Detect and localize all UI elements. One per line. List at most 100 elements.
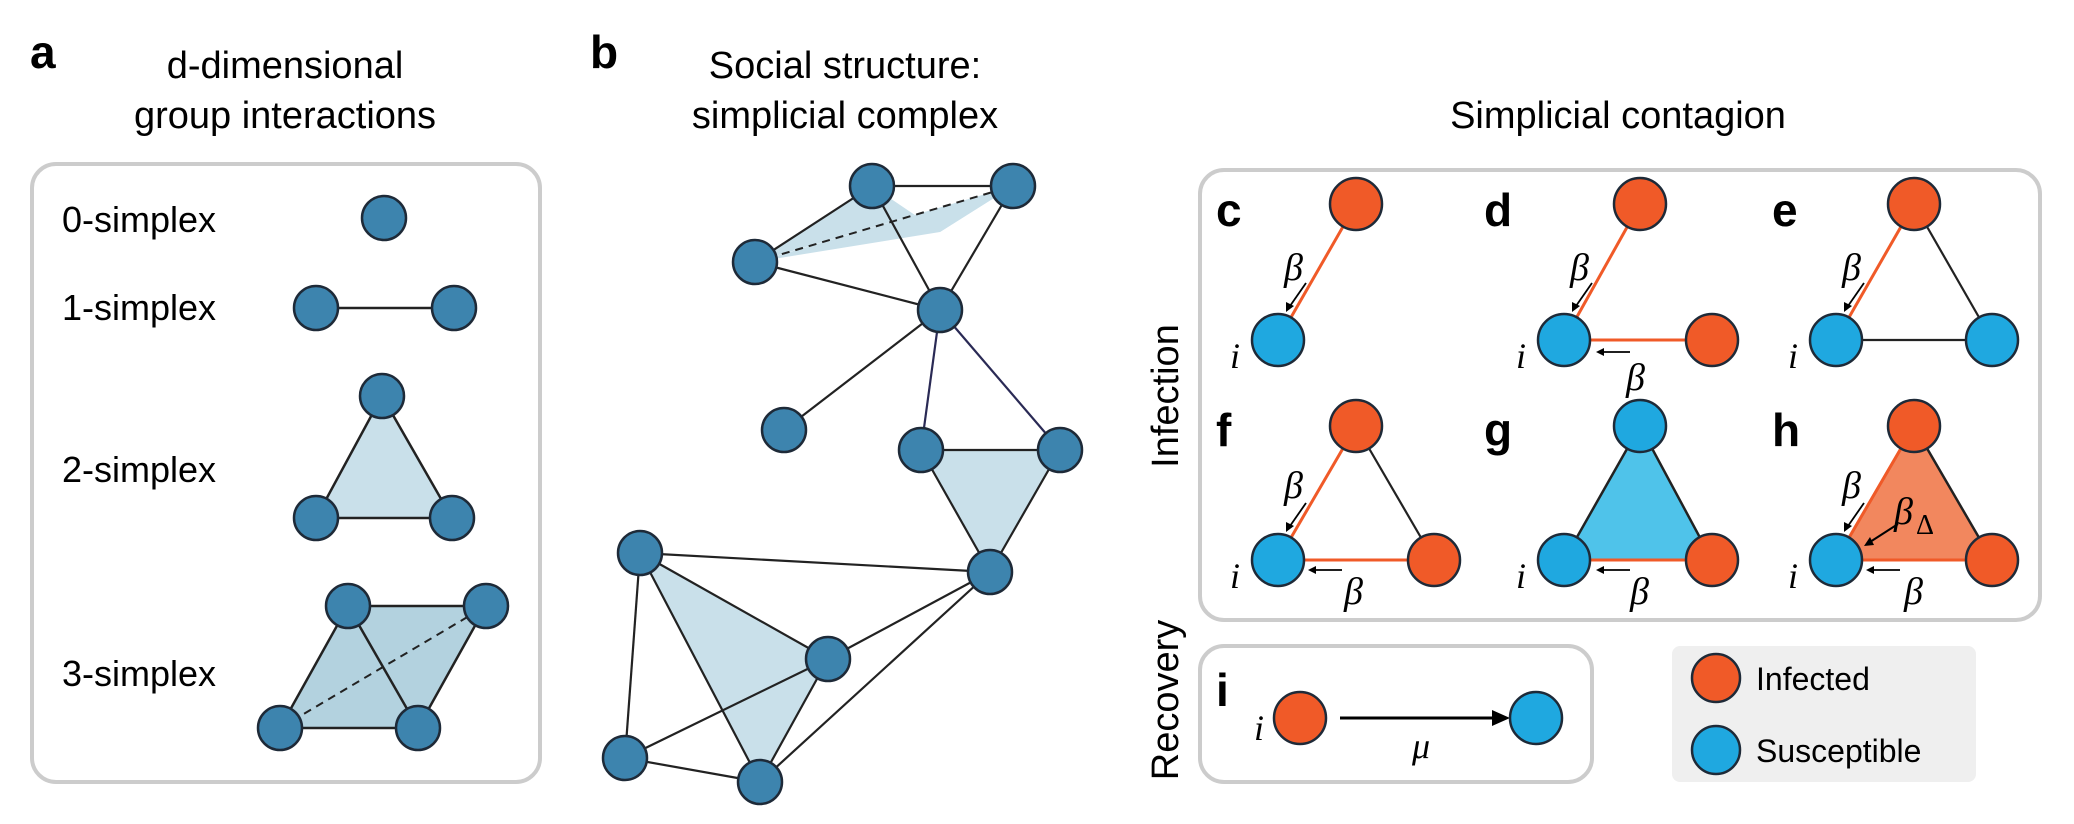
complex-edge xyxy=(624,658,829,759)
simplex0-node xyxy=(360,194,408,242)
diagram-f: β β i xyxy=(1230,398,1462,613)
panel-a-box xyxy=(30,162,542,784)
node-i-label: i xyxy=(1254,708,1264,748)
complex-node xyxy=(966,548,1014,596)
arrow-head xyxy=(1572,302,1580,312)
beta-delta-label: β xyxy=(1893,491,1913,533)
panel-letter-b: b xyxy=(590,26,618,78)
complex-node xyxy=(897,426,945,474)
diagram-c: β i xyxy=(1230,176,1384,376)
simplex3-node xyxy=(256,704,304,752)
complex-node xyxy=(731,238,779,286)
node-i-label: i xyxy=(1230,556,1240,596)
arrow-head xyxy=(1596,566,1604,574)
diagram-d: β β i xyxy=(1516,176,1740,399)
infected-node xyxy=(1964,532,2020,588)
beta-label: β xyxy=(1625,357,1645,399)
simplex2-node xyxy=(428,494,476,542)
legend-infected-swatch xyxy=(1690,652,1742,704)
infected-node xyxy=(1684,532,1740,588)
simplicial-complex-network xyxy=(601,162,1084,806)
infection-box xyxy=(1198,168,2042,622)
complex-edge xyxy=(939,185,1014,311)
complex-node xyxy=(989,162,1037,210)
complex-edge xyxy=(639,552,829,660)
complex-edge xyxy=(759,571,991,783)
simplex1-node xyxy=(292,284,340,332)
label-2-simplex: 2-simplex xyxy=(62,449,216,490)
susceptible-node xyxy=(1536,312,1592,368)
legend-susceptible-swatch xyxy=(1690,724,1742,776)
panel-letter-i: i xyxy=(1216,664,1229,716)
label-3-simplex: 3-simplex xyxy=(62,653,216,694)
complex-edge xyxy=(827,571,991,660)
susceptible-node xyxy=(1536,532,1592,588)
simplex2-node xyxy=(292,494,340,542)
beta-label: β xyxy=(1569,247,1589,289)
panel-a-title-line1: d-dimensional xyxy=(167,45,404,87)
beta-label: β xyxy=(1283,247,1303,289)
infected-node xyxy=(1328,398,1384,454)
complex-edge xyxy=(989,449,1061,573)
arrow-head xyxy=(1492,710,1510,726)
complex-node xyxy=(1036,426,1084,474)
complex-node xyxy=(760,406,808,454)
legend-box xyxy=(1672,646,1976,782)
infection-arrow xyxy=(1575,282,1593,307)
infection-arrow xyxy=(1847,502,1865,527)
node-i-label: i xyxy=(1788,556,1798,596)
complex-node xyxy=(848,162,896,210)
beta-label: β xyxy=(1841,247,1861,289)
arrow-head xyxy=(1286,522,1294,532)
susceptible-node xyxy=(1964,312,2020,368)
arrow-head xyxy=(1866,566,1874,574)
label-1-simplex: 1-simplex xyxy=(62,287,216,328)
infected-node xyxy=(1272,690,1328,746)
diagram-g: β i xyxy=(1516,398,1740,613)
diagram-e: β i xyxy=(1788,176,2020,376)
complex-edge xyxy=(920,449,991,573)
beta-label: β xyxy=(1629,571,1649,613)
complex-node xyxy=(736,758,784,806)
arrow-head xyxy=(1864,537,1874,546)
recovery-label: Recovery xyxy=(1145,620,1187,781)
susceptible-node xyxy=(1808,532,1864,588)
infected-node xyxy=(1684,312,1740,368)
panel-b-title-line2: simplicial complex xyxy=(692,95,998,137)
contagion-title: Simplicial contagion xyxy=(1450,95,1786,137)
diagram-i: i μ xyxy=(1254,690,1564,766)
complex-edge xyxy=(919,309,942,451)
complex-hidden-edge xyxy=(754,185,1014,263)
beta-label: β xyxy=(1841,465,1861,507)
recovery-box xyxy=(1198,644,1594,784)
panel-letter-e: e xyxy=(1772,184,1798,236)
simplex3-node xyxy=(462,582,510,630)
infection-arrow xyxy=(1289,502,1307,527)
simplex3-node xyxy=(324,582,372,630)
beta-label: β xyxy=(1903,571,1923,613)
higher-order-infection-arrow xyxy=(1869,523,1899,543)
arrow-head xyxy=(1308,566,1316,574)
infected-node xyxy=(1886,398,1942,454)
diagram-h: β β Δ β i xyxy=(1788,398,2020,613)
susceptible-node xyxy=(1612,398,1668,454)
infection-arrow xyxy=(1847,282,1865,307)
node-i-label: i xyxy=(1516,556,1526,596)
complex-edge xyxy=(754,185,873,263)
complex-edge xyxy=(623,552,642,759)
complex-edge xyxy=(871,185,941,311)
panel-letter-f: f xyxy=(1216,404,1232,456)
simplex1-node xyxy=(430,284,478,332)
node-i-label: i xyxy=(1788,336,1798,376)
arrow-head xyxy=(1286,302,1294,312)
panel-letter-h: h xyxy=(1772,404,1800,456)
complex-edge xyxy=(759,658,829,783)
node-i-label: i xyxy=(1516,336,1526,376)
beta-label: β xyxy=(1343,571,1363,613)
infected-node xyxy=(1612,176,1668,232)
panel-letter-d: d xyxy=(1484,184,1512,236)
infection-label: Infection xyxy=(1145,324,1187,468)
beta-delta-subscript: Δ xyxy=(1916,510,1934,541)
complex-edge xyxy=(939,309,1061,451)
